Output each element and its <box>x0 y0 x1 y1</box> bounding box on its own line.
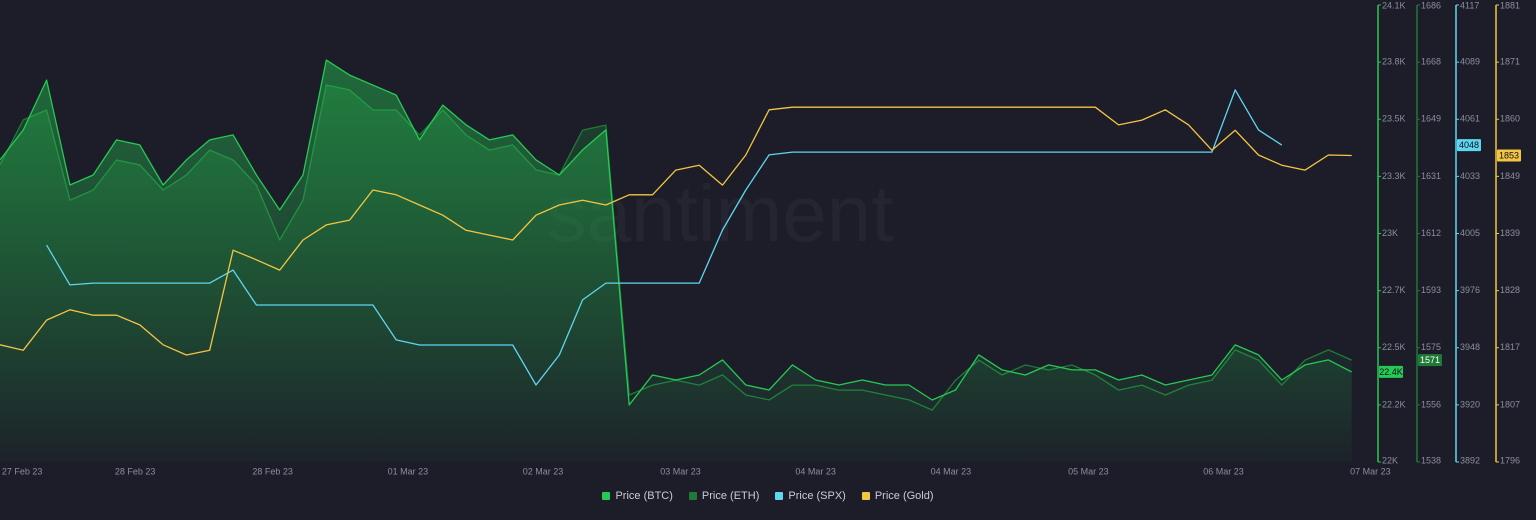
y-tick-label: 1828 <box>1500 285 1520 295</box>
legend-swatch <box>775 492 784 500</box>
y-tick-label: 1686 <box>1421 0 1441 10</box>
y-tick-label: 1668 <box>1421 57 1441 67</box>
y-tick-label: 23.8K <box>1382 57 1406 67</box>
x-tick-label: 28 Feb 23 <box>252 466 293 476</box>
legend-item[interactable]: Price (SPX) <box>775 490 846 502</box>
y-tick-label: 1575 <box>1421 342 1441 352</box>
y-tick-label: 4061 <box>1460 114 1480 124</box>
series-line <box>0 106 1352 356</box>
x-tick-label: 06 Mar 23 <box>1203 466 1244 476</box>
y-tick-label: 3892 <box>1460 455 1480 465</box>
y-tick-label: 3976 <box>1460 285 1480 295</box>
series-area <box>0 60 1352 462</box>
last-value-badge: 1571 <box>1418 354 1442 367</box>
y-tick-label: 22K <box>1382 455 1398 465</box>
y-tick-label: 4089 <box>1460 57 1480 67</box>
x-tick-label: 28 Feb 23 <box>115 466 156 476</box>
y-tick-label: 23.5K <box>1382 114 1406 124</box>
y-tick-label: 24.1K <box>1382 0 1406 10</box>
y-tick-label: 1860 <box>1500 114 1520 124</box>
y-tick-label: 1593 <box>1421 285 1441 295</box>
badge-box <box>1418 354 1442 367</box>
y-tick-label: 1631 <box>1421 171 1441 181</box>
y-tick-label: 1817 <box>1500 342 1520 352</box>
last-value-badge: 22.4K <box>1379 365 1403 378</box>
x-tick-label: 01 Mar 23 <box>388 466 429 476</box>
y-tick-label: 1649 <box>1421 114 1441 124</box>
legend-swatch <box>861 492 870 500</box>
badge-label: 22.4K <box>1379 367 1403 377</box>
badge-label: 1571 <box>1420 355 1440 365</box>
y-tick-label: 4005 <box>1460 228 1480 238</box>
legend-item[interactable]: Price (ETH) <box>688 490 760 502</box>
y-tick-label: 1881 <box>1500 0 1520 10</box>
legend: Price (BTC) Price (ETH) Price (SPX) Price (… <box>0 490 1536 502</box>
x-tick-label: 03 Mar 23 <box>660 466 701 476</box>
y-tick-label: 22.7K <box>1382 285 1406 295</box>
legend-swatch <box>688 492 697 500</box>
legend-swatch <box>602 492 611 500</box>
last-value-badge: 1853 <box>1497 149 1521 162</box>
y-tick-label: 22.5K <box>1382 342 1406 352</box>
legend-item[interactable]: Price (Gold) <box>861 490 934 502</box>
x-tick-label: 02 Mar 23 <box>523 466 564 476</box>
badge-box <box>1379 365 1403 378</box>
badge-box <box>1457 139 1481 152</box>
y-tick-label: 22.2K <box>1382 399 1406 409</box>
y-tick-label: 1556 <box>1421 399 1441 409</box>
y-tick-label: 3920 <box>1460 399 1480 409</box>
legend-label: Price (Gold) <box>874 490 934 502</box>
x-tick-label: 27 Feb 23 <box>2 466 43 476</box>
y-tick-label: 1807 <box>1500 399 1520 409</box>
x-tick-label: 05 Mar 23 <box>1068 466 1109 476</box>
badge-label: 1853 <box>1499 150 1519 160</box>
x-tick-label: 04 Mar 23 <box>931 466 972 476</box>
y-tick-label: 3948 <box>1460 342 1480 352</box>
chart: santiment 27 Feb 23 28 Feb 23 28 Feb 23 01 … <box>0 0 1521 476</box>
last-value-badge: 4048 <box>1457 139 1481 152</box>
series-line <box>46 89 1283 386</box>
y-tick-label: 1871 <box>1500 57 1520 67</box>
x-tick-label: 04 Mar 23 <box>795 466 836 476</box>
legend-label: Price (BTC) <box>615 490 673 502</box>
y-tick-label: 1538 <box>1421 455 1441 465</box>
y-tick-label: 1612 <box>1421 228 1441 238</box>
legend-label: Price (ETH) <box>701 490 760 502</box>
badge-box <box>1497 149 1521 162</box>
y-tick-label: 4033 <box>1460 171 1480 181</box>
series-line <box>0 59 1352 406</box>
legend-label: Price (SPX) <box>788 490 846 502</box>
x-tick-label: 07 Mar 23 <box>1350 466 1391 476</box>
y-tick-label: 23K <box>1382 228 1398 238</box>
y-tick-label: 23.3K <box>1382 171 1406 181</box>
y-tick-label: 1796 <box>1500 455 1520 465</box>
y-tick-label: 4117 <box>1460 0 1479 10</box>
legend-item[interactable]: Price (BTC) <box>602 490 673 502</box>
badge-label: 4048 <box>1459 140 1479 150</box>
y-tick-label: 1849 <box>1500 171 1520 181</box>
y-tick-label: 1839 <box>1500 228 1520 238</box>
